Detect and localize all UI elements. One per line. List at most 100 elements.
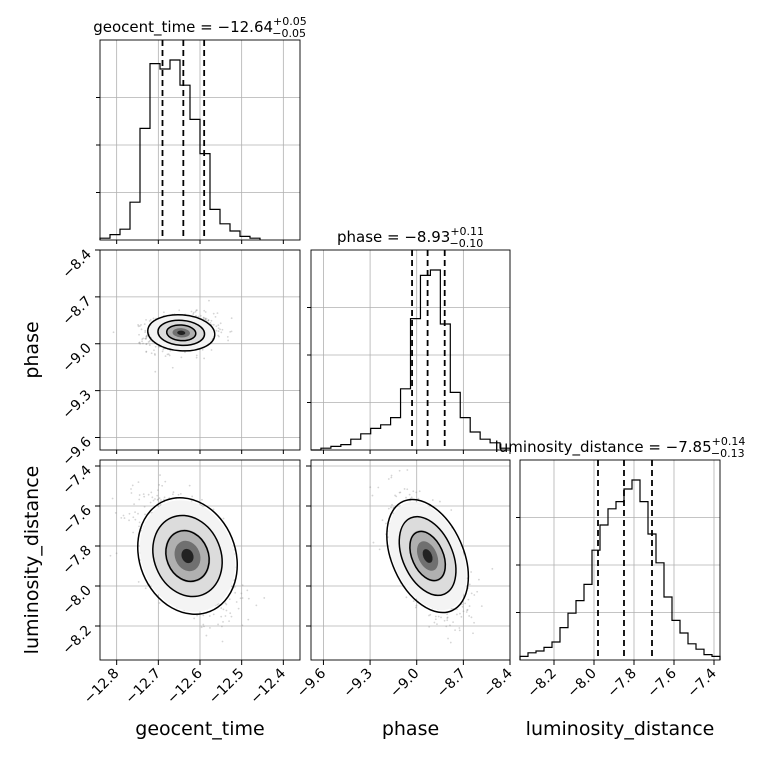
sample-point — [464, 602, 467, 605]
sample-point — [192, 311, 195, 314]
joint-panel-geocent_time-luminosity_distance — [99, 459, 301, 661]
sample-point — [147, 493, 150, 496]
sample-point — [234, 591, 237, 594]
sample-point — [450, 509, 453, 511]
density-region — [181, 548, 194, 564]
sample-point — [225, 609, 228, 612]
sample-point — [446, 619, 449, 622]
sample-point — [147, 341, 150, 343]
sample-point — [207, 319, 210, 322]
sample-point — [149, 501, 152, 504]
y-tick-label: −9.0 — [59, 340, 94, 375]
sample-point — [240, 592, 243, 595]
sample-point — [220, 331, 223, 334]
sample-point — [196, 614, 198, 617]
sample-point — [405, 496, 407, 499]
sample-point — [143, 323, 146, 326]
sample-point — [157, 489, 159, 492]
sample-point — [148, 320, 151, 322]
sample-point — [229, 612, 232, 615]
sample-point — [205, 634, 208, 637]
sample-point — [137, 324, 140, 326]
sample-point — [162, 311, 165, 314]
sample-point — [203, 625, 205, 628]
sample-point — [434, 615, 437, 618]
sample-point — [233, 586, 236, 588]
sample-point — [387, 478, 390, 480]
sample-point — [138, 498, 141, 501]
sample-point — [204, 318, 207, 321]
joint-panel-geocent_time-phase — [99, 249, 301, 451]
sample-point — [415, 604, 418, 607]
sample-point — [217, 334, 220, 337]
sample-point — [378, 548, 381, 551]
sample-point — [204, 311, 207, 313]
sample-point — [144, 513, 146, 516]
y-tick-label: −8.7 — [59, 293, 94, 328]
sample-point — [142, 493, 145, 496]
sample-point — [429, 613, 432, 616]
sample-point — [134, 511, 136, 514]
sample-point — [371, 494, 374, 497]
sample-point — [208, 299, 210, 302]
sample-point — [229, 330, 232, 333]
sample-point — [414, 606, 417, 609]
sample-point — [190, 310, 193, 313]
sample-point — [154, 498, 156, 500]
sample-point — [158, 497, 161, 500]
contour-line — [398, 515, 457, 597]
sample-point — [122, 514, 125, 517]
density-region — [422, 549, 433, 563]
sample-point — [172, 491, 175, 494]
sample-point — [120, 516, 123, 519]
histogram-steps — [311, 269, 511, 451]
x-axis-label: geocent_time — [135, 718, 264, 740]
contour-line — [152, 514, 223, 598]
sample-point — [446, 616, 449, 619]
sample-point — [217, 327, 220, 330]
sample-point — [398, 491, 401, 494]
x-tick-label: −9.0 — [387, 666, 422, 701]
sample-point — [178, 309, 181, 312]
x-tick-label: −9.3 — [341, 666, 376, 701]
sample-point — [219, 328, 221, 331]
sample-point — [154, 345, 157, 348]
sample-point — [449, 624, 451, 627]
sample-point — [169, 349, 172, 352]
contour-line — [386, 498, 470, 614]
sample-point — [390, 506, 392, 509]
sample-point — [151, 496, 154, 499]
sample-point — [390, 476, 393, 479]
sample-point — [247, 597, 250, 600]
sample-point — [220, 625, 223, 628]
sample-point — [224, 615, 227, 617]
sample-point — [412, 490, 415, 493]
sample-point — [109, 554, 112, 557]
sample-point — [212, 323, 215, 326]
sample-point — [140, 328, 143, 331]
sample-point — [162, 348, 165, 351]
sample-point — [145, 342, 148, 345]
joint-panel-phase-luminosity_distance — [310, 459, 511, 661]
sample-point — [246, 589, 249, 592]
sample-point — [228, 620, 230, 622]
sample-point — [201, 348, 204, 351]
y-tick-label: −8.2 — [59, 623, 94, 658]
sample-point — [144, 337, 147, 340]
sample-point — [221, 640, 224, 643]
sample-point — [152, 499, 155, 502]
sample-point — [202, 316, 205, 319]
sample-point — [138, 525, 140, 528]
sample-point — [450, 608, 453, 610]
x-tick-label: −12.4 — [248, 665, 290, 707]
sample-point — [208, 615, 211, 617]
sample-point — [149, 318, 152, 321]
sample-point — [473, 594, 476, 596]
sample-point — [399, 491, 402, 494]
sample-point — [369, 486, 372, 489]
sample-point — [145, 335, 148, 338]
sample-point — [230, 330, 233, 333]
panel-frame — [519, 459, 721, 661]
histogram-steps — [519, 479, 721, 660]
